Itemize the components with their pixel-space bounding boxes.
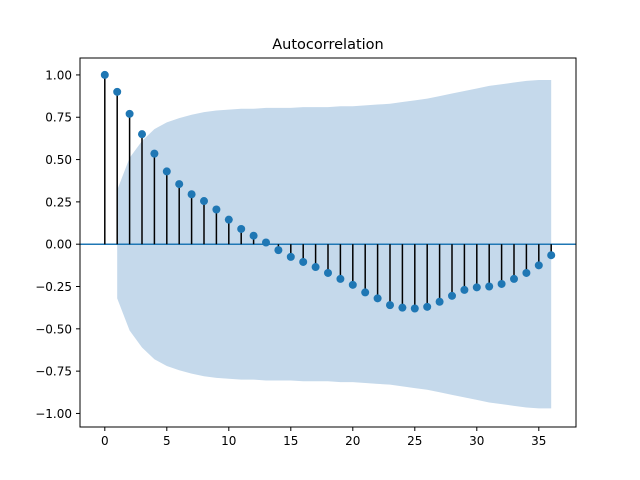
acf-point-lag-30 (472, 283, 481, 292)
acf-point-lag-21 (361, 288, 370, 297)
acf-point-lag-25 (410, 304, 419, 313)
y-tick-label: 0.25 (45, 195, 72, 209)
acf-point-lag-36 (547, 251, 556, 260)
chart-title: Autocorrelation (272, 37, 383, 53)
acf-point-lag-32 (497, 279, 506, 288)
acf-point-lag-9 (212, 205, 221, 214)
plot-area-frame (79, 57, 577, 428)
acf-point-lag-27 (435, 297, 444, 306)
y-tick-label: 0.75 (45, 111, 72, 125)
stems-layer (104, 74, 552, 309)
acf-point-lag-18 (324, 268, 332, 277)
acf-point-lag-19 (336, 274, 345, 283)
acf-point-lag-24 (398, 303, 407, 312)
x-tick-label: 0 (101, 434, 109, 448)
acf-point-lag-17 (311, 263, 320, 272)
acf-point-lag-5 (162, 167, 171, 176)
acf-point-lag-2 (125, 109, 134, 118)
x-tick-label: 20 (345, 434, 360, 448)
y-tick-label: 0.00 (45, 238, 72, 252)
acf-point-lag-35 (534, 261, 543, 270)
acf-point-lag-1 (113, 87, 122, 96)
acf-point-lag-4 (150, 149, 159, 158)
x-tick-label: 10 (221, 434, 236, 448)
x-tick-label: 5 (163, 434, 171, 448)
acf-point-lag-16 (299, 257, 308, 266)
acf-point-lag-20 (348, 280, 357, 289)
acf-point-lag-23 (386, 301, 394, 310)
y-tick-label: −0.25 (35, 280, 72, 294)
acf-point-lag-11 (237, 224, 246, 233)
x-tick-label: 30 (469, 434, 484, 448)
acf-point-lag-13 (262, 238, 270, 247)
acf-point-lag-0 (100, 70, 109, 79)
acf-point-lag-14 (274, 246, 283, 255)
acf-point-lag-3 (138, 130, 146, 139)
acf-point-lag-33 (510, 274, 518, 283)
x-tick-label: 25 (407, 434, 422, 448)
acf-point-lag-10 (224, 215, 233, 224)
acf-point-lag-15 (286, 252, 295, 261)
x-tick-label: 35 (531, 434, 546, 448)
acf-point-lag-34 (522, 268, 531, 277)
acf-point-lag-22 (373, 294, 382, 303)
y-tick-label: 0.50 (45, 153, 72, 167)
acf-point-lag-7 (187, 190, 196, 199)
acf-point-lag-26 (423, 302, 432, 311)
acf-point-lag-8 (200, 197, 208, 206)
acf-point-lag-29 (460, 285, 469, 294)
acf-point-lag-28 (448, 291, 456, 300)
y-tick-label: 1.00 (45, 68, 72, 82)
y-axis: 1.00 0.75 0.50 0.25 0.00 −0.25 −0.50 −0.75 −1.00 (35, 68, 80, 421)
y-tick-label: −0.50 (35, 322, 72, 336)
y-tick-label: −1.00 (35, 407, 72, 421)
acf-point-lag-31 (485, 282, 494, 291)
acf-point-lag-12 (249, 231, 258, 240)
y-tick-label: −0.75 (35, 365, 72, 379)
x-tick-label: 15 (283, 434, 298, 448)
x-axis: 0 5 10 15 20 25 30 35 (101, 427, 546, 448)
acf-point-lag-6 (175, 180, 184, 189)
markers-layer (100, 70, 556, 313)
